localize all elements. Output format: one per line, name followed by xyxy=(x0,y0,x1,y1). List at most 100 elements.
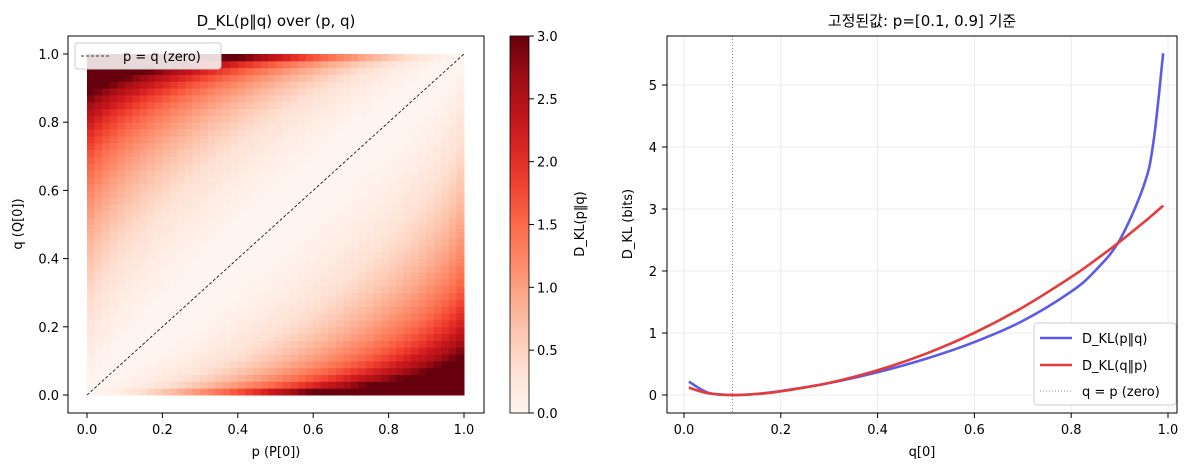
heatmap-cell xyxy=(350,197,359,205)
heatmap-cell xyxy=(117,183,126,191)
heatmap-cell xyxy=(426,354,435,362)
heatmap-cell xyxy=(267,190,276,198)
heatmap-cell xyxy=(132,360,141,369)
heatmap-cell xyxy=(94,129,103,137)
heatmap-cell xyxy=(418,94,427,103)
heatmap-cell xyxy=(177,204,186,212)
heatmap-cell xyxy=(215,210,224,219)
heatmap-cell xyxy=(132,135,141,144)
heatmap-cell xyxy=(335,306,344,314)
heatmap-cell xyxy=(381,367,390,376)
heatmap-cell xyxy=(117,217,126,225)
heatmap-cell xyxy=(298,381,307,389)
heatmap-x-tick-label: 0.4 xyxy=(227,423,248,438)
heatmap-cell xyxy=(139,279,148,287)
heatmap-cell xyxy=(87,251,96,260)
heatmap-cell xyxy=(169,94,178,103)
heatmap-cell xyxy=(275,135,284,144)
heatmap-cell xyxy=(222,74,231,82)
heatmap-cell xyxy=(102,292,111,301)
heatmap-cell xyxy=(260,238,269,246)
heatmap-cell xyxy=(365,381,375,389)
heatmap-cell xyxy=(222,190,231,198)
heatmap-cell xyxy=(230,265,239,273)
heatmap-cell xyxy=(154,149,163,157)
heatmap-cell xyxy=(252,115,261,123)
heatmap-cell xyxy=(320,374,329,382)
heatmap-cell xyxy=(335,354,344,362)
heatmap-cell xyxy=(298,169,307,178)
heatmap-cell xyxy=(313,333,322,341)
heatmap-cell xyxy=(185,204,194,212)
heatmap-cell xyxy=(275,115,284,123)
heatmap-cell xyxy=(162,333,171,341)
heatmap-cell xyxy=(433,60,442,69)
heatmap-cell xyxy=(117,88,126,96)
heatmap-cell xyxy=(418,74,427,82)
heatmap-cell xyxy=(154,258,163,266)
heatmap-cell xyxy=(381,94,390,103)
heatmap-cell xyxy=(162,251,171,260)
heatmap-cell xyxy=(102,163,111,171)
heatmap-cell xyxy=(87,340,96,348)
heatmap-cell xyxy=(207,210,216,219)
heatmap-cell xyxy=(237,156,246,164)
heatmap-cell xyxy=(433,197,442,205)
heatmap-cell xyxy=(418,122,427,130)
heatmap-cell xyxy=(418,272,427,280)
heatmap-cell xyxy=(411,354,420,362)
heatmap-cell xyxy=(169,333,178,341)
heatmap-cell xyxy=(222,238,231,246)
heatmap-cell xyxy=(283,244,292,253)
heatmap-cell xyxy=(245,292,254,301)
heatmap-cell xyxy=(448,265,457,273)
heatmap-cell xyxy=(169,272,178,280)
heatmap-cell xyxy=(177,347,186,355)
heatmap-cell xyxy=(245,347,254,355)
heatmap-cell xyxy=(207,360,216,369)
heatmap-cell xyxy=(350,135,359,144)
heatmap-cell xyxy=(215,163,224,171)
heatmap-cell xyxy=(200,292,209,301)
heatmap-cell xyxy=(305,54,314,62)
heatmap-cell xyxy=(102,354,111,362)
heatmap-cell xyxy=(237,272,246,280)
heatmap-cell xyxy=(109,374,118,382)
heatmap-cell xyxy=(350,381,359,389)
heatmap-cell xyxy=(162,258,171,266)
heatmap-cell xyxy=(154,74,163,82)
heatmap-cell xyxy=(441,129,450,137)
heatmap-cell xyxy=(283,354,292,362)
heatmap-cell xyxy=(87,313,96,321)
heatmap-cell xyxy=(275,60,284,69)
heatmap-cell xyxy=(162,135,171,144)
heatmap-cell xyxy=(411,285,420,294)
heatmap-cell xyxy=(237,340,246,348)
heatmap-cell xyxy=(433,265,442,273)
heatmap-cell xyxy=(207,265,216,273)
heatmap-cell xyxy=(275,285,284,294)
heatmap-cell xyxy=(192,183,201,191)
heatmap-cell xyxy=(388,347,397,355)
heatmap-cell xyxy=(381,163,390,171)
heatmap-cell xyxy=(305,319,314,328)
heatmap-cell xyxy=(275,149,284,157)
heatmap-cell xyxy=(365,115,375,123)
heatmap-cell xyxy=(426,176,435,185)
heatmap-cell xyxy=(132,231,141,239)
heatmap-cell xyxy=(215,94,224,103)
heatmap-cell xyxy=(260,54,269,62)
heatmap-cell xyxy=(290,279,299,287)
heatmap-cell xyxy=(358,299,367,307)
heatmap-cell xyxy=(396,272,405,280)
heatmap-cell xyxy=(147,217,156,225)
heatmap-cell xyxy=(230,54,239,62)
heatmap-cell xyxy=(162,67,171,75)
heatmap-cell xyxy=(267,60,276,69)
heatmap-cell xyxy=(87,238,96,246)
heatmap-cell xyxy=(192,285,201,294)
heatmap-cell xyxy=(411,244,420,253)
heatmap-cell xyxy=(177,74,186,82)
heatmap-cell xyxy=(365,374,375,382)
heatmap-cell xyxy=(448,67,457,75)
